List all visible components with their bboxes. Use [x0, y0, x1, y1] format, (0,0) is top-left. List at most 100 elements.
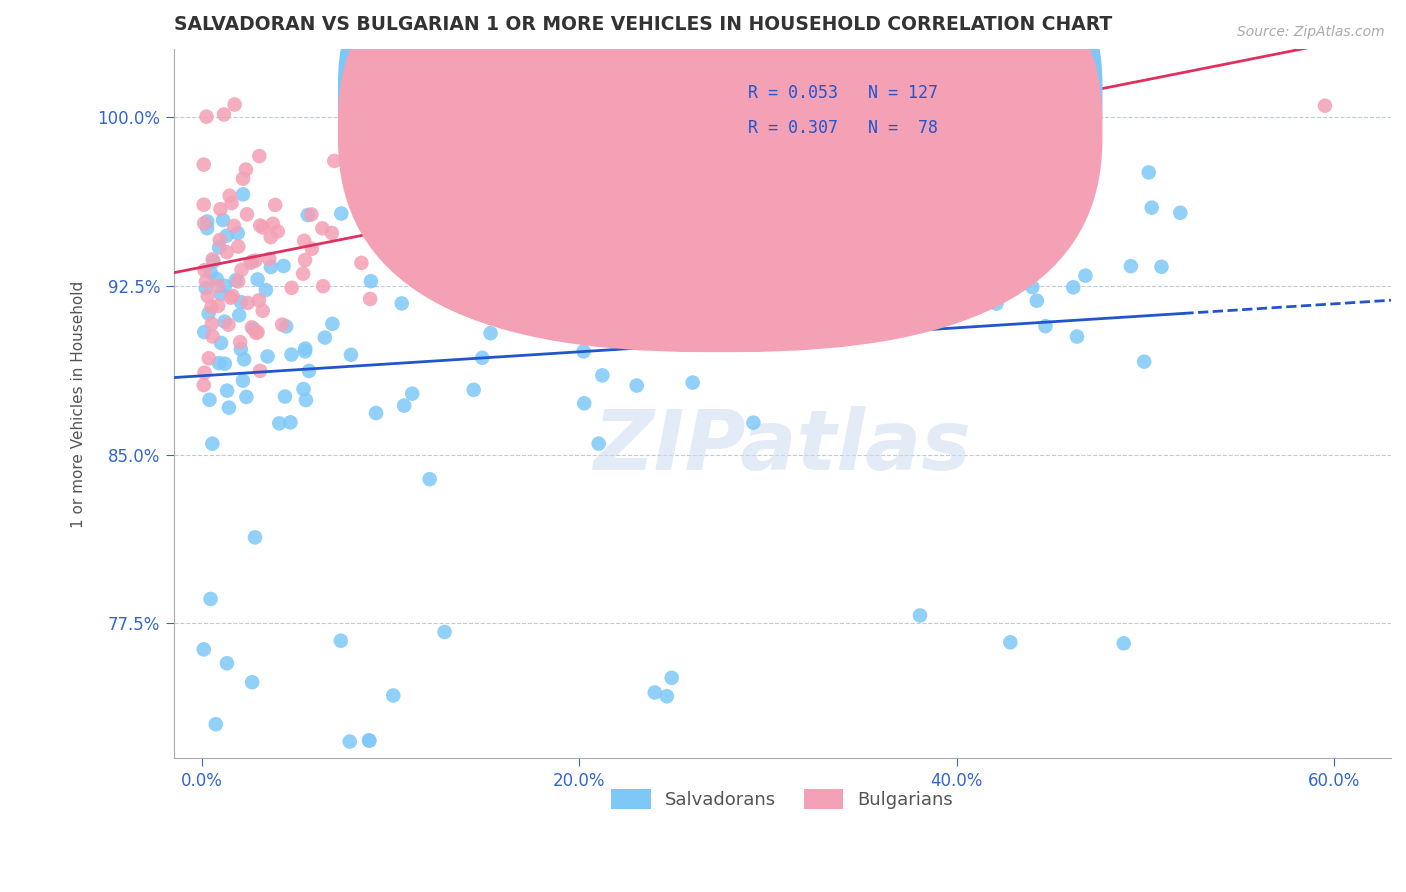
- Point: [856, 234, 879, 248]
- Point: [1133, 354, 1156, 368]
- Point: [586, 222, 609, 236]
- Point: [215, 228, 238, 243]
- Point: [419, 472, 441, 486]
- Point: [323, 153, 346, 168]
- Point: [239, 256, 262, 270]
- Point: [198, 351, 221, 366]
- Point: [207, 279, 229, 293]
- Point: [340, 348, 363, 362]
- Point: [222, 219, 245, 233]
- Point: [312, 279, 335, 293]
- Point: [1168, 206, 1191, 220]
- Point: [780, 219, 803, 233]
- Point: [264, 198, 287, 212]
- Point: [266, 224, 288, 238]
- Point: [232, 374, 254, 388]
- Point: [193, 158, 215, 172]
- Point: [301, 242, 323, 256]
- Point: [986, 296, 1008, 310]
- Point: [254, 283, 277, 297]
- Point: [232, 187, 254, 202]
- Text: SALVADORAN VS BULGARIAN 1 OR MORE VEHICLES IN HOUSEHOLD CORRELATION CHART: SALVADORAN VS BULGARIAN 1 OR MORE VEHICL…: [173, 15, 1112, 34]
- Point: [212, 213, 235, 227]
- Point: [200, 592, 222, 607]
- Point: [200, 300, 222, 314]
- Point: [491, 202, 513, 216]
- Point: [481, 307, 503, 321]
- Point: [799, 234, 821, 248]
- Point: [218, 188, 240, 202]
- Point: [321, 317, 343, 331]
- Point: [214, 315, 236, 329]
- Point: [217, 318, 239, 332]
- Point: [200, 265, 222, 279]
- Point: [838, 293, 860, 307]
- Point: [374, 211, 396, 225]
- Point: [647, 252, 669, 267]
- Point: [240, 320, 263, 334]
- Point: [1313, 99, 1336, 113]
- Point: [917, 265, 939, 279]
- Point: [472, 296, 495, 310]
- Point: [249, 364, 271, 378]
- Point: [648, 172, 671, 186]
- Point: [921, 292, 943, 306]
- Point: [298, 364, 321, 378]
- Point: [360, 274, 382, 288]
- Point: [236, 296, 259, 310]
- Point: [366, 236, 388, 251]
- Point: [260, 260, 283, 274]
- FancyBboxPatch shape: [337, 0, 1102, 352]
- Point: [195, 214, 218, 228]
- Point: [209, 335, 232, 350]
- Point: [193, 325, 215, 339]
- Text: R = 0.307   N =  78: R = 0.307 N = 78: [748, 120, 938, 137]
- Point: [208, 233, 231, 247]
- Point: [1021, 280, 1043, 294]
- Point: [444, 227, 467, 242]
- Point: [193, 216, 215, 230]
- Point: [908, 608, 931, 623]
- Point: [644, 685, 666, 699]
- Point: [392, 399, 415, 413]
- Point: [433, 625, 456, 640]
- Point: [1119, 259, 1142, 273]
- Point: [391, 228, 413, 243]
- Point: [231, 263, 253, 277]
- Point: [246, 272, 269, 286]
- Point: [194, 281, 217, 295]
- Point: [1066, 178, 1088, 192]
- Point: [527, 301, 550, 316]
- Point: [1000, 635, 1022, 649]
- Point: [446, 155, 468, 169]
- Point: [229, 335, 252, 350]
- Point: [269, 417, 291, 431]
- Point: [292, 234, 315, 248]
- Point: [232, 171, 254, 186]
- Point: [252, 220, 274, 235]
- Legend: Salvadorans, Bulgarians: Salvadorans, Bulgarians: [605, 781, 960, 817]
- Point: [357, 733, 380, 747]
- Point: [574, 236, 596, 251]
- Point: [274, 390, 297, 404]
- Point: [479, 326, 502, 341]
- Point: [193, 378, 215, 392]
- Point: [364, 406, 387, 420]
- Point: [208, 356, 231, 370]
- Point: [330, 206, 353, 220]
- Point: [292, 267, 315, 281]
- Point: [1066, 329, 1088, 343]
- Point: [204, 717, 226, 731]
- Point: [207, 299, 229, 313]
- Point: [430, 219, 453, 234]
- Point: [197, 306, 219, 320]
- Point: [299, 207, 322, 221]
- Point: [193, 197, 215, 211]
- Point: [531, 280, 554, 294]
- Point: [359, 292, 381, 306]
- Point: [378, 242, 401, 256]
- Point: [195, 274, 218, 288]
- Point: [543, 142, 565, 156]
- Point: [297, 208, 319, 222]
- Point: [271, 318, 294, 332]
